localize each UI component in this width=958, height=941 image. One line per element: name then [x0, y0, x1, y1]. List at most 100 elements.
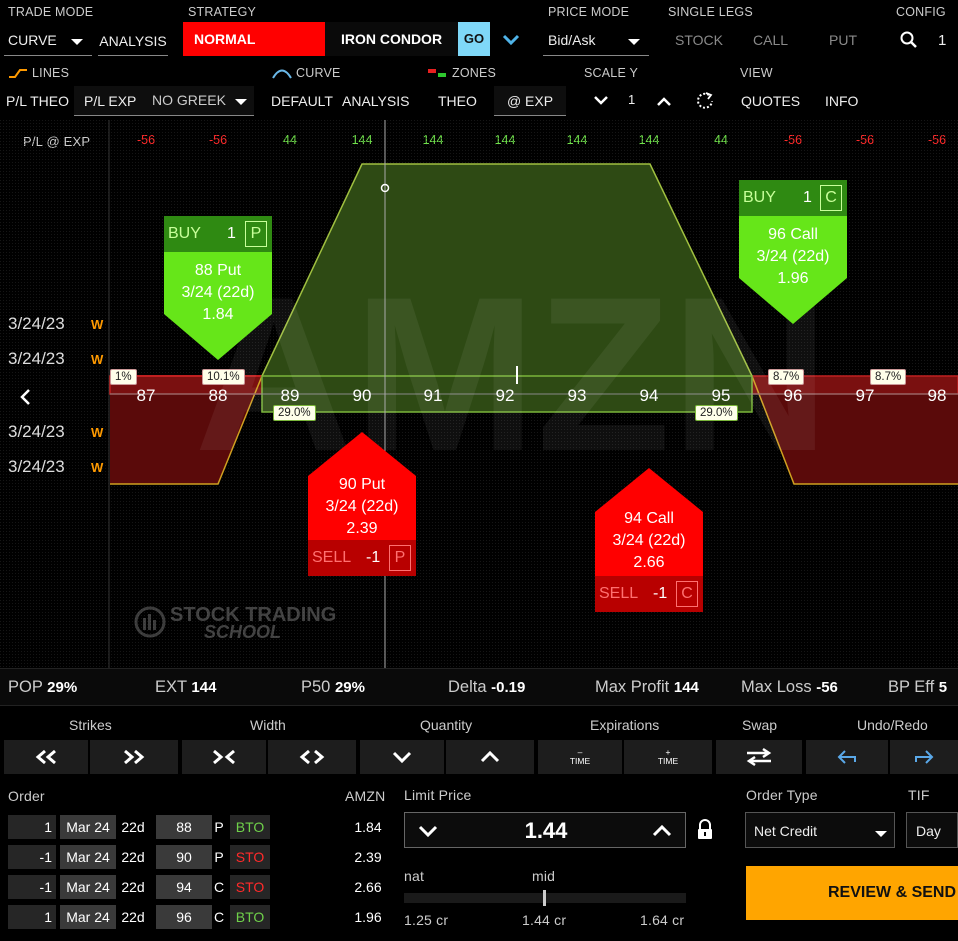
- order-symbol: AMZN: [345, 788, 386, 804]
- single-leg-stock-button[interactable]: STOCK: [675, 32, 723, 48]
- order-strike[interactable]: 94: [156, 875, 212, 899]
- zoom-icon[interactable]: [900, 31, 918, 54]
- width-narrow-button[interactable]: [182, 740, 266, 774]
- quantity-label: Quantity: [420, 717, 473, 733]
- greek-dropdown-value[interactable]: NO GREEK: [152, 92, 226, 108]
- leg-side: BUY: [168, 225, 201, 242]
- order-strike[interactable]: 96: [156, 905, 212, 929]
- chevron-down-icon[interactable]: [502, 33, 520, 51]
- swap-icon: [746, 747, 772, 767]
- price-up-icon[interactable]: [651, 824, 673, 843]
- lock-icon[interactable]: [696, 819, 714, 846]
- order-strike[interactable]: 90: [156, 845, 212, 869]
- sell-put-leg-card[interactable]: 90 Put 3/24 (22d) 2.39 SELL -1 P: [308, 432, 416, 576]
- strike-tick: 98: [927, 386, 947, 405]
- price-mode-label: PRICE MODE: [548, 5, 630, 19]
- analysis-tab[interactable]: ANALYSIS: [98, 26, 168, 56]
- leg-type-badge: P: [389, 545, 411, 571]
- strategy-normal-button[interactable]: NORMAL: [183, 22, 325, 56]
- scale-down-icon[interactable]: [593, 94, 609, 112]
- strategy-label: STRATEGY: [188, 5, 257, 19]
- quantity-down-button[interactable]: [360, 740, 444, 774]
- chevron-down-icon: [874, 826, 888, 844]
- redo-button[interactable]: [890, 740, 958, 774]
- order-qty[interactable]: 1: [8, 905, 56, 929]
- tif-dropdown[interactable]: Day: [906, 812, 958, 848]
- max-profit-stat: Max Profit 144: [595, 678, 699, 696]
- price-slider-handle[interactable]: [543, 890, 546, 906]
- nat-price: 1.25 cr: [404, 912, 449, 928]
- order-action[interactable]: BTO: [230, 815, 270, 839]
- expiration-date-label: 3/24/23: [8, 422, 65, 441]
- exp-tab[interactable]: @ EXP: [494, 86, 566, 116]
- order-action[interactable]: BTO: [230, 905, 270, 929]
- leg-expiration: 3/24 (22d): [181, 284, 255, 301]
- strike-tick: 91: [423, 386, 443, 405]
- order-type-dropdown[interactable]: Net Credit: [745, 812, 895, 848]
- pl-exp-group: P/L EXP NO GREEK: [74, 86, 254, 116]
- analysis-view-tab[interactable]: ANALYSIS: [342, 93, 410, 109]
- sell-call-leg-card[interactable]: 94 Call 3/24 (22d) 2.66 SELL -1 C: [595, 468, 703, 612]
- limit-price-input[interactable]: 1.44: [404, 812, 686, 848]
- leg-price: 2.66: [633, 554, 665, 571]
- view-label: VIEW: [740, 66, 773, 80]
- weekly-marker: W: [91, 425, 104, 440]
- time-minus-button[interactable]: – TIME: [538, 740, 622, 774]
- pl-theo-tab[interactable]: P/L THEO: [6, 93, 70, 109]
- reset-icon[interactable]: [695, 91, 715, 116]
- swap-button[interactable]: [716, 740, 802, 774]
- order-qty[interactable]: -1: [8, 845, 56, 869]
- order-expiration[interactable]: Mar 24: [60, 905, 116, 929]
- strikes-right-button[interactable]: [90, 740, 178, 774]
- order-qty[interactable]: 1: [8, 815, 56, 839]
- order-dte: 22d: [121, 879, 145, 895]
- price-down-icon[interactable]: [417, 824, 439, 843]
- theo-tab[interactable]: THEO: [438, 93, 477, 109]
- pl-exp-tab[interactable]: P/L EXP: [84, 93, 137, 109]
- price-slider[interactable]: [404, 890, 686, 906]
- buy-put-leg-card[interactable]: BUY 1 P 88 Put 3/24 (22d) 1.84: [164, 216, 272, 360]
- price-mode-value: Bid/Ask: [548, 32, 596, 48]
- leg-qty: 1: [227, 225, 236, 242]
- order-expiration[interactable]: Mar 24: [60, 845, 116, 869]
- chevron-up-icon: [480, 750, 500, 763]
- trade-mode-value: CURVE: [8, 32, 57, 48]
- order-expiration[interactable]: Mar 24: [60, 875, 116, 899]
- order-action[interactable]: STO: [230, 875, 270, 899]
- review-send-button[interactable]: REVIEW & SEND: [746, 866, 958, 920]
- trade-mode-dropdown[interactable]: CURVE: [4, 26, 92, 56]
- quotes-tab[interactable]: QUOTES: [741, 93, 801, 109]
- order-row[interactable]: 1 Mar 24 22d 88 P BTO 1.84: [8, 815, 388, 839]
- leg-qty: -1: [653, 585, 668, 602]
- info-tab[interactable]: INFO: [825, 93, 859, 109]
- order-row[interactable]: -1 Mar 24 22d 90 P STO 2.39: [8, 845, 388, 869]
- order-strike[interactable]: 88: [156, 815, 212, 839]
- strikes-left-button[interactable]: [4, 740, 88, 774]
- buy-call-leg-card[interactable]: BUY 1 C 96 Call 3/24 (22d) 1.96: [739, 180, 847, 324]
- chevron-down-icon[interactable]: [234, 94, 248, 110]
- default-tab[interactable]: DEFAULT: [271, 93, 333, 109]
- lines-label: LINES: [32, 66, 70, 80]
- width-widen-button[interactable]: [268, 740, 356, 774]
- chevron-left-icon[interactable]: [18, 388, 32, 411]
- order-row[interactable]: 1 Mar 24 22d 96 C BTO 1.96: [8, 905, 388, 929]
- order-row[interactable]: -1 Mar 24 22d 94 C STO 2.66: [8, 875, 388, 899]
- quantity-up-button[interactable]: [446, 740, 534, 774]
- single-leg-call-button[interactable]: CALL: [753, 32, 789, 48]
- minus-icon: –: [577, 747, 583, 757]
- order-action[interactable]: STO: [230, 845, 270, 869]
- chevron-down-icon: [70, 34, 84, 52]
- probability-label: 8.7%: [870, 369, 907, 385]
- expiration-date-label: 3/24/23: [8, 349, 65, 368]
- order-type: P: [214, 849, 224, 865]
- single-leg-put-button[interactable]: PUT: [829, 32, 857, 48]
- time-plus-button[interactable]: + TIME: [624, 740, 712, 774]
- order-qty[interactable]: -1: [8, 875, 56, 899]
- undo-button[interactable]: [806, 740, 888, 774]
- order-expiration[interactable]: Mar 24: [60, 815, 116, 839]
- go-button[interactable]: GO: [458, 22, 490, 56]
- order-type: C: [213, 879, 225, 895]
- price-mode-dropdown[interactable]: Bid/Ask: [543, 26, 649, 56]
- scale-up-icon[interactable]: [656, 94, 672, 112]
- strategy-type-button[interactable]: IRON CONDOR: [325, 22, 458, 56]
